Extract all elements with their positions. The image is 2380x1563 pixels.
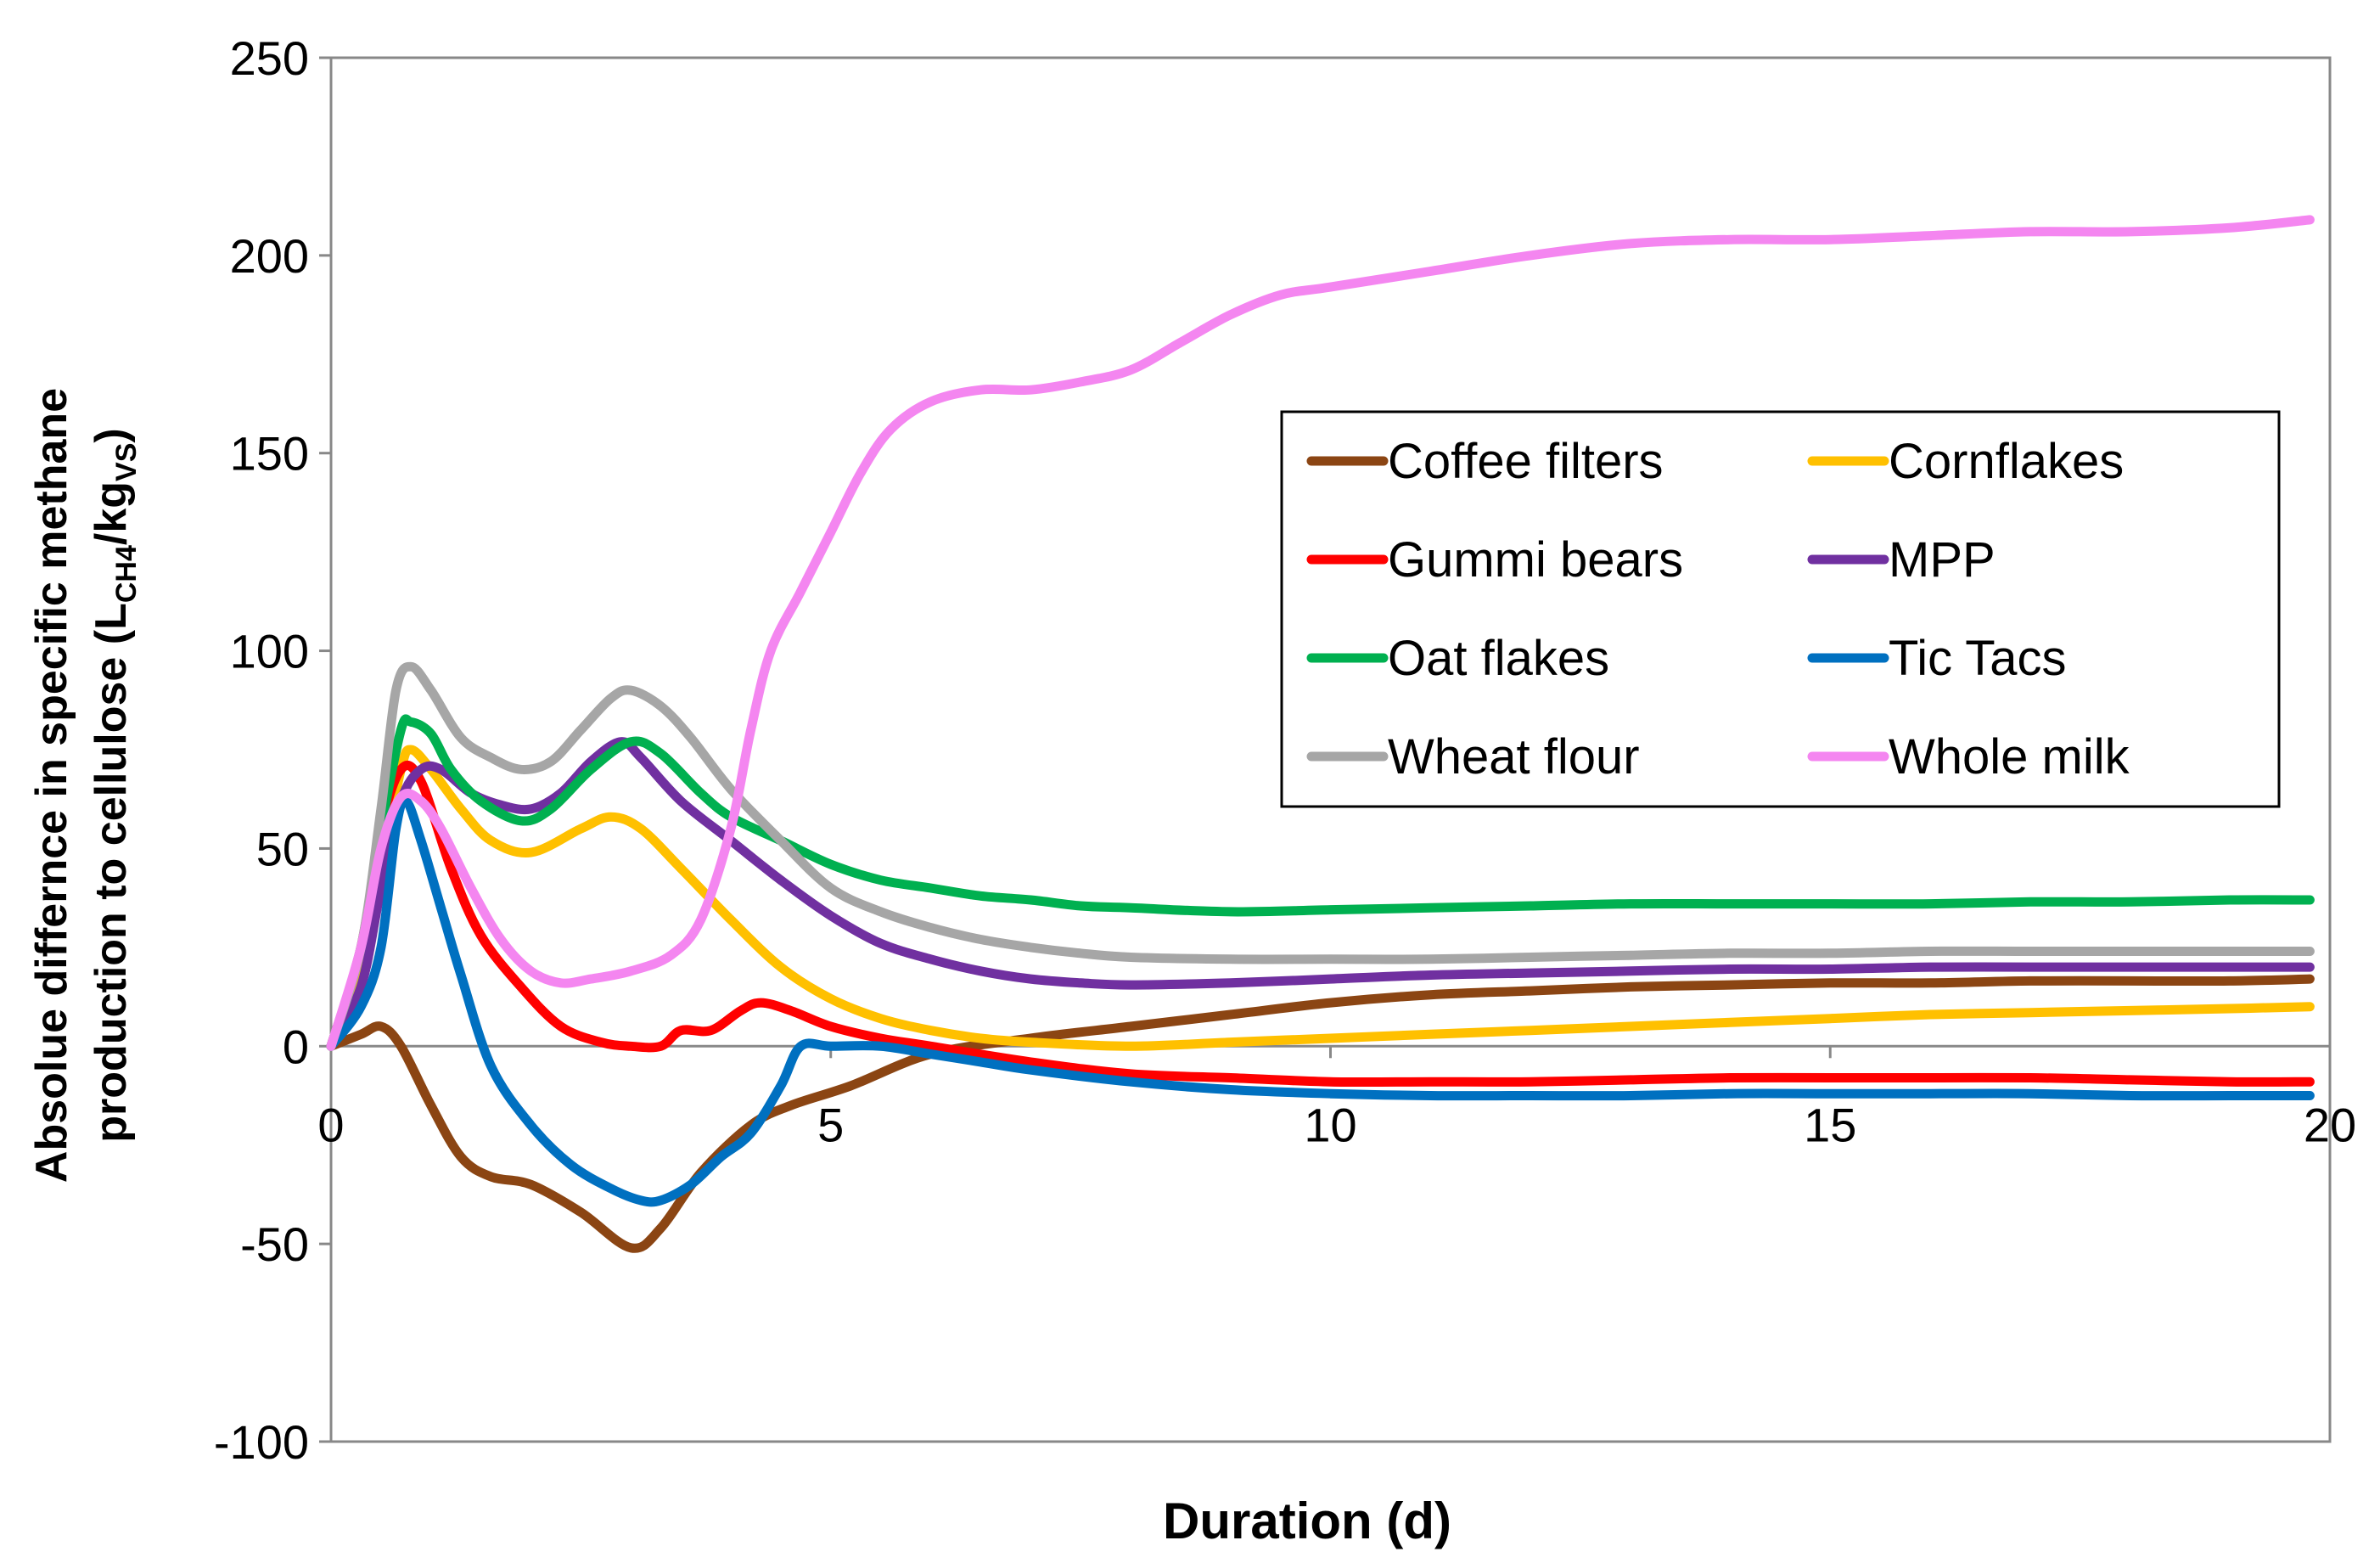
legend-label-coffee-filters: Coffee filters — [1388, 434, 1664, 489]
y-axis-title-mid: /kg — [87, 481, 136, 545]
svg-text:production to cellulose (LCH4/: production to cellulose (LCH4/kgVS) — [87, 428, 143, 1142]
series-layer — [326, 215, 2315, 1253]
legend: Coffee filters Cornflakes Gummi bears MPP Oa… — [1280, 410, 2281, 808]
series-line-whole-milk — [326, 215, 2315, 1051]
x-tick-label: 15 — [1804, 1098, 1856, 1151]
series-line-gummi-bears — [326, 761, 2315, 1088]
legend-label-oat-flakes: Oat flakes — [1388, 631, 1609, 686]
y-tick-label: -100 — [214, 1415, 309, 1469]
y-tick-label: 250 — [230, 31, 309, 85]
series-line-wheat-flour — [326, 661, 2315, 1051]
y-axis-title-sub1: CH4 — [110, 545, 143, 603]
y-axis-title-suffix: ) — [87, 428, 136, 442]
series-line-tic-tacs — [326, 796, 2315, 1207]
y-tick-label: 150 — [230, 427, 309, 481]
series-line-cornflakes — [326, 745, 2315, 1051]
legend-label-cornflakes: Cornflakes — [1889, 434, 2124, 489]
svg-text:Absolue differnce in specific: Absolue differnce in specific methane — [27, 388, 76, 1183]
y-axis-title-line1: Absolue differnce in specific methane — [27, 388, 76, 1183]
legend-label-whole-milk: Whole milk — [1889, 729, 2130, 784]
x-tick-label: 0 — [317, 1098, 344, 1151]
series-line-oat-flakes — [326, 714, 2315, 1051]
legend-label-tic-tacs: Tic Tacs — [1889, 631, 2067, 686]
y-axis-title: Absolue differnce in specific methane pr… — [27, 388, 143, 1183]
y-tick-label: -50 — [240, 1217, 309, 1271]
plot-area — [329, 56, 2332, 1443]
y-tick-label: 200 — [230, 229, 309, 283]
x-axis-title: Duration (d) — [1163, 1493, 1451, 1549]
y-axis-title-sub2: VS — [110, 443, 143, 481]
x-tick-label: 20 — [2304, 1098, 2356, 1151]
y-tick-label: 0 — [283, 1020, 309, 1073]
y-axis-title-line2: production to cellulose (L — [87, 603, 136, 1143]
y-tick-label: 50 — [256, 822, 309, 875]
y-tick-label: 100 — [230, 625, 309, 678]
legend-label-gummi-bears: Gummi bears — [1388, 532, 1683, 588]
x-tick-label: 10 — [1304, 1098, 1356, 1151]
legend-label-wheat-flour: Wheat flour — [1388, 729, 1640, 784]
legend-box — [1280, 410, 2281, 808]
x-tick-label: 5 — [817, 1098, 844, 1151]
legend-label-mpp: MPP — [1889, 532, 1995, 588]
